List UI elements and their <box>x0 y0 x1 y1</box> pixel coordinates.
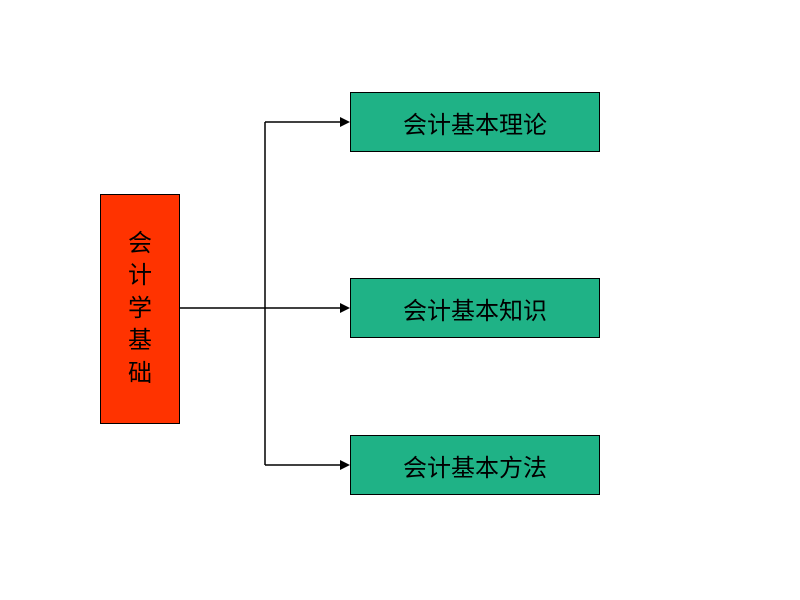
root-node: 会 计 学 基 础 <box>100 194 180 424</box>
child-label-1: 会计基本知识 <box>403 291 547 326</box>
child-label-0: 会计基本理论 <box>403 105 547 140</box>
child-node-1: 会计基本知识 <box>350 278 600 338</box>
root-char-2: 学 <box>128 293 152 325</box>
child-node-0: 会计基本理论 <box>350 92 600 152</box>
root-char-4: 础 <box>128 358 152 390</box>
root-char-3: 基 <box>128 325 152 357</box>
root-char-1: 计 <box>128 260 152 292</box>
child-label-2: 会计基本方法 <box>403 448 547 483</box>
child-node-2: 会计基本方法 <box>350 435 600 495</box>
root-char-0: 会 <box>128 228 152 260</box>
